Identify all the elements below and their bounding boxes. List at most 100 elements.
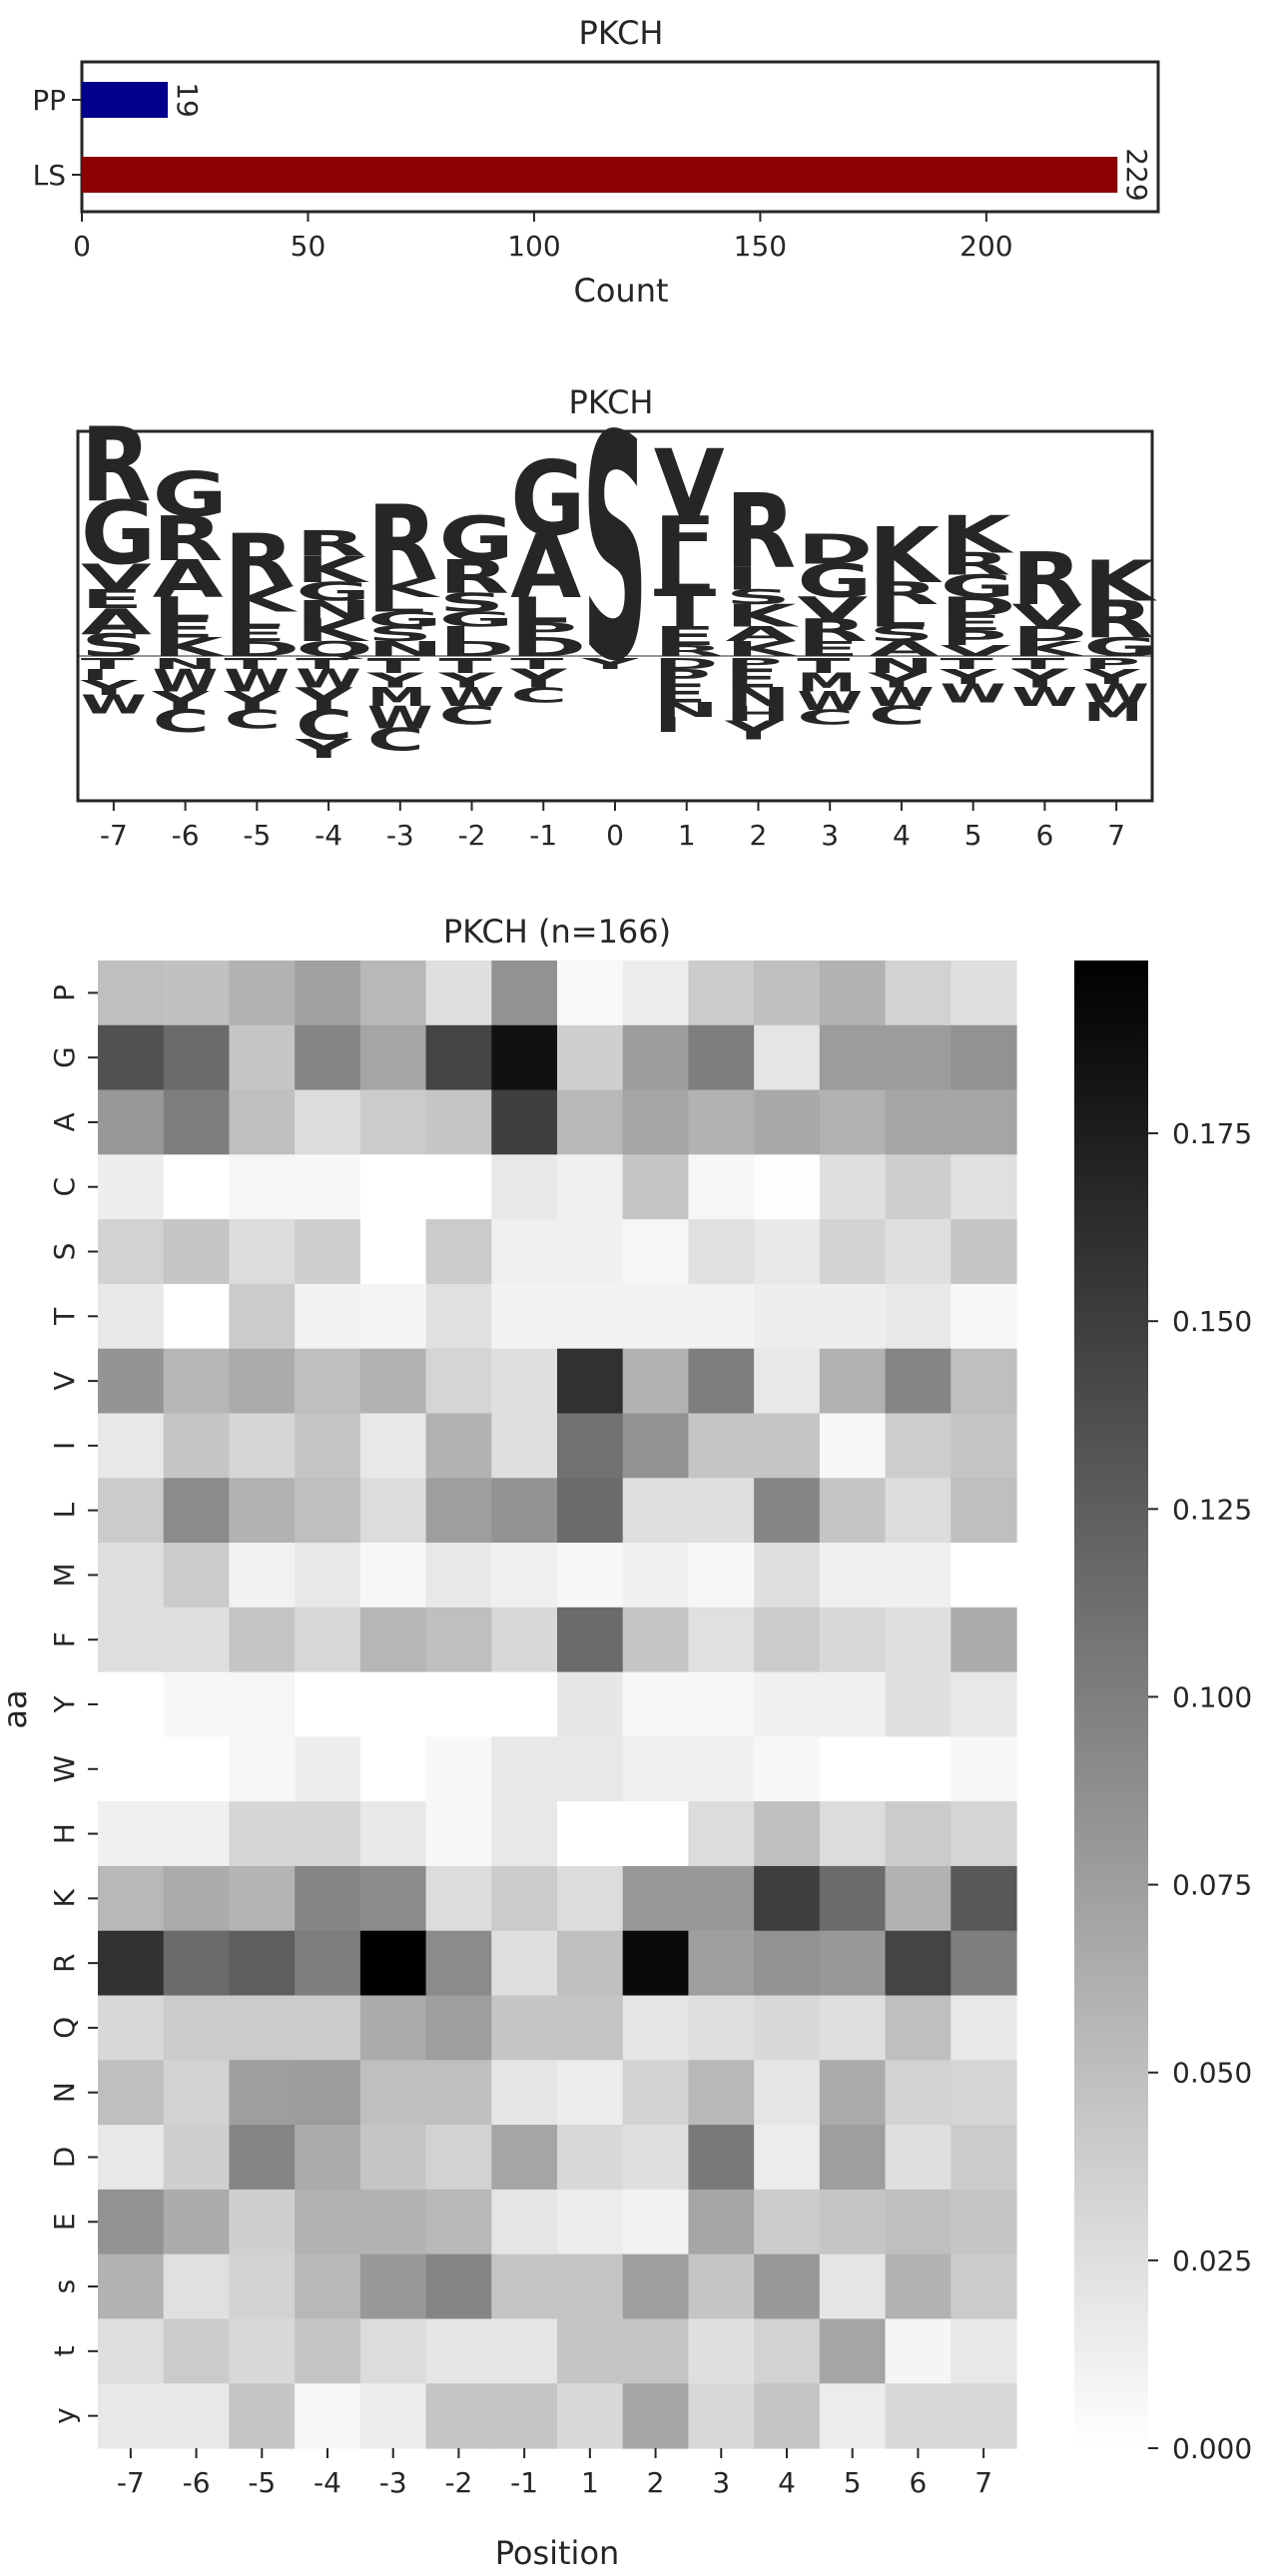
heatmap-cell (622, 1283, 690, 1350)
logo-letter-K: K (153, 632, 228, 662)
logo-letter-T: T (439, 654, 492, 678)
colorbar-tick-label: 0.175 (1172, 1117, 1252, 1150)
heatmap-cell (557, 1801, 624, 1867)
heatmap-cell (229, 1024, 296, 1091)
heatmap-cell (98, 1089, 165, 1155)
heatmap-cell (754, 1995, 821, 2061)
heatmap-cell (622, 1478, 690, 1544)
heatmap-y-tick-label: K (48, 1889, 81, 1908)
heatmap-cell (819, 1801, 887, 1867)
logo-letter-N: N (654, 698, 719, 722)
logo-letter-R: R (224, 520, 295, 603)
heatmap-cell (557, 1736, 624, 1802)
heatmap-cell (425, 2060, 492, 2126)
heatmap-cell (951, 2383, 1017, 2449)
logo-letter-D: D (654, 655, 719, 673)
heatmap-cell (754, 1607, 821, 1673)
heatmap-cell (885, 2383, 952, 2449)
heatmap-cell (754, 961, 821, 1026)
heatmap-cell (98, 1607, 165, 1673)
logo-letter-C: C (797, 706, 854, 730)
heatmap-cell (951, 1024, 1017, 1091)
logo-letter-D: D (224, 637, 300, 661)
heatmap-x-tick-label: -7 (117, 2466, 145, 2499)
heatmap-cell (754, 1219, 821, 1285)
logo-letter-Q: Q (296, 637, 373, 661)
heatmap-cell (295, 1801, 361, 1867)
logo-letter-K: K (1083, 548, 1158, 614)
heatmap-cell (163, 1413, 231, 1479)
heatmap-y-tick-label: Q (48, 2017, 81, 2039)
heatmap-cell (163, 2254, 231, 2320)
heatmap-cell (951, 1607, 1017, 1673)
heatmap-y-tick-label: V (48, 1372, 81, 1391)
heatmap-cell (295, 1219, 361, 1285)
heatmap-x-tick-label: 6 (910, 2466, 928, 2499)
heatmap-cell (491, 1671, 558, 1737)
bar-value-label: 229 (1120, 148, 1153, 201)
heatmap-cell (295, 2254, 361, 2320)
logo-letter-T: T (224, 655, 277, 673)
heatmap-cell (491, 2254, 558, 2320)
heatmap-cell (229, 1348, 296, 1415)
logo-x-tick-label: 6 (1035, 819, 1053, 852)
heatmap-cell (163, 1283, 231, 1350)
heatmap-cell (491, 2383, 558, 2449)
heatmap-cell (754, 2318, 821, 2384)
logo-letter-A: A (81, 601, 152, 643)
logo-letter-M: M (797, 667, 856, 697)
heatmap-cell (295, 1671, 361, 1737)
heatmap-cell (491, 1283, 558, 1350)
logo-letter-T: T (510, 655, 563, 673)
logo-letter-R: R (439, 551, 510, 605)
logo-letter-S: S (869, 622, 935, 646)
heatmap-cell (557, 1413, 624, 1479)
logo-letter-W: W (869, 682, 935, 712)
heatmap-cell (885, 2125, 952, 2191)
heatmap-cell (425, 1801, 492, 1867)
heatmap-cell (622, 2254, 690, 2320)
heatmap-cell (229, 1413, 296, 1479)
logo-letter-I: I (81, 666, 110, 684)
heatmap-cell (295, 2060, 361, 2126)
heatmap-cell (295, 1865, 361, 1932)
heatmap-cell (491, 1543, 558, 1609)
heatmap-cell (98, 1995, 165, 2061)
heatmap-cell (295, 1543, 361, 1609)
heatmap-cell (557, 2383, 624, 2449)
heatmap-cell (359, 1413, 427, 1479)
logo-letter-P: P (941, 626, 1007, 650)
heatmap-x-tick-label: 4 (778, 2466, 796, 2499)
logo-letter-Y: Y (724, 715, 783, 745)
heatmap-cell (359, 1801, 427, 1867)
heatmap-cell (754, 1543, 821, 1609)
heatmap-cell (295, 1348, 361, 1415)
heatmap-cell (163, 1801, 231, 1867)
heatmap-cell (951, 2318, 1017, 2384)
logo-letter-V: V (1011, 598, 1082, 634)
heatmap-cell (425, 1543, 492, 1609)
heatmap-x-tick-label: -1 (510, 2466, 538, 2499)
logo-letter-G: G (439, 503, 514, 575)
heatmap-cell (557, 1543, 624, 1609)
heatmap-cell (754, 1736, 821, 1802)
heatmap-cell (951, 1283, 1017, 1350)
heatmap-cell (229, 2189, 296, 2255)
logo-letter-T: T (296, 655, 348, 673)
heatmap-cell (885, 961, 952, 1026)
heatmap-cell (688, 2318, 755, 2384)
heatmap-cell (163, 1154, 231, 1220)
heatmap-cell (557, 1024, 624, 1091)
heatmap-cell (819, 1478, 887, 1544)
heatmap-cell (622, 2318, 690, 2384)
colorbar-tick-label: 0.025 (1172, 2245, 1252, 2277)
heatmap-cell (425, 2254, 492, 2320)
logo-letter-W: W (224, 663, 290, 699)
heatmap-cell (295, 1930, 361, 1997)
heatmap-cell (622, 1543, 690, 1609)
logo-letter-T: T (941, 655, 993, 673)
heatmap-cell (951, 1154, 1017, 1220)
logo-letter-C: C (153, 703, 210, 739)
heatmap-cell (754, 1348, 821, 1415)
heatmap-cell (98, 1024, 165, 1091)
